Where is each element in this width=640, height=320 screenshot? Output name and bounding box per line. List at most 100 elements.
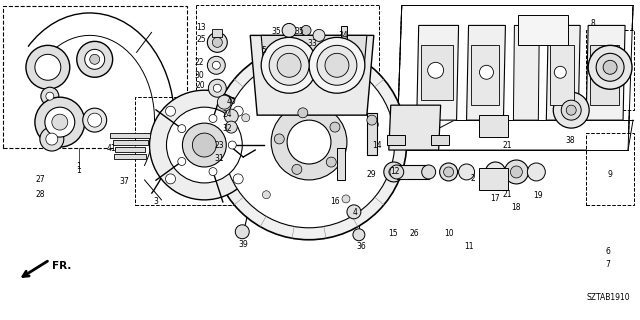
Circle shape bbox=[309, 37, 365, 93]
Circle shape bbox=[182, 123, 227, 167]
Text: 21: 21 bbox=[502, 190, 512, 199]
Circle shape bbox=[301, 25, 311, 36]
Text: SZTAB1910: SZTAB1910 bbox=[586, 293, 630, 302]
Circle shape bbox=[46, 133, 58, 145]
Circle shape bbox=[390, 165, 404, 179]
Polygon shape bbox=[586, 25, 625, 120]
Text: 31: 31 bbox=[214, 154, 224, 163]
Circle shape bbox=[384, 162, 404, 182]
Polygon shape bbox=[479, 115, 508, 137]
Bar bbox=[134, 97, 249, 205]
Bar bbox=[431, 135, 449, 145]
Text: 25: 25 bbox=[196, 35, 206, 44]
Circle shape bbox=[224, 109, 238, 123]
Circle shape bbox=[596, 53, 624, 81]
Bar bbox=[109, 133, 150, 138]
Text: 33: 33 bbox=[307, 39, 317, 48]
Circle shape bbox=[26, 45, 70, 89]
Circle shape bbox=[428, 62, 444, 78]
Circle shape bbox=[269, 45, 309, 85]
Circle shape bbox=[504, 160, 529, 184]
Circle shape bbox=[554, 66, 566, 78]
Circle shape bbox=[275, 134, 284, 144]
Circle shape bbox=[178, 125, 186, 132]
Circle shape bbox=[228, 141, 236, 149]
Circle shape bbox=[597, 62, 613, 78]
Bar bbox=[212, 29, 222, 37]
Text: 22: 22 bbox=[195, 58, 204, 67]
Circle shape bbox=[41, 87, 59, 105]
Circle shape bbox=[261, 37, 317, 93]
Circle shape bbox=[342, 195, 350, 203]
Polygon shape bbox=[513, 25, 540, 120]
Text: 14: 14 bbox=[372, 140, 381, 149]
Circle shape bbox=[353, 229, 365, 241]
Circle shape bbox=[603, 60, 617, 74]
Circle shape bbox=[233, 174, 243, 184]
Bar bbox=[115, 147, 145, 152]
Circle shape bbox=[325, 53, 349, 77]
Circle shape bbox=[330, 122, 340, 132]
Circle shape bbox=[193, 133, 216, 157]
Circle shape bbox=[486, 162, 506, 182]
Circle shape bbox=[459, 164, 474, 180]
Text: 9: 9 bbox=[607, 171, 612, 180]
Circle shape bbox=[347, 205, 361, 219]
Bar bbox=[114, 154, 145, 159]
Text: 13: 13 bbox=[196, 23, 206, 32]
Polygon shape bbox=[397, 5, 633, 150]
Text: 32: 32 bbox=[223, 124, 232, 132]
Text: 16: 16 bbox=[330, 197, 340, 206]
Bar bbox=[367, 113, 377, 155]
Text: 34: 34 bbox=[338, 31, 348, 40]
Text: 41: 41 bbox=[107, 144, 116, 153]
Circle shape bbox=[209, 79, 227, 97]
Circle shape bbox=[77, 41, 113, 77]
Circle shape bbox=[440, 163, 458, 181]
Polygon shape bbox=[388, 105, 440, 150]
Circle shape bbox=[588, 45, 632, 89]
Circle shape bbox=[422, 165, 436, 179]
Bar bbox=[470, 45, 499, 105]
Text: 1: 1 bbox=[76, 163, 81, 172]
Circle shape bbox=[444, 167, 454, 177]
Circle shape bbox=[561, 100, 581, 120]
Circle shape bbox=[166, 107, 243, 183]
Text: 19: 19 bbox=[534, 191, 543, 200]
Polygon shape bbox=[397, 5, 633, 150]
Text: 37: 37 bbox=[120, 177, 129, 187]
Text: 3: 3 bbox=[153, 197, 158, 206]
Text: 35: 35 bbox=[271, 27, 281, 36]
Text: 20: 20 bbox=[196, 81, 205, 90]
Text: 7: 7 bbox=[605, 260, 611, 269]
Bar bbox=[337, 148, 345, 180]
Bar bbox=[590, 45, 619, 105]
Circle shape bbox=[212, 37, 222, 47]
Polygon shape bbox=[479, 168, 508, 190]
Circle shape bbox=[88, 113, 102, 127]
Polygon shape bbox=[417, 25, 459, 120]
Text: 5: 5 bbox=[262, 46, 267, 55]
Circle shape bbox=[213, 84, 221, 92]
Circle shape bbox=[566, 105, 576, 115]
Circle shape bbox=[84, 49, 105, 69]
Circle shape bbox=[262, 191, 270, 199]
Text: 21: 21 bbox=[502, 140, 512, 149]
Circle shape bbox=[233, 106, 243, 116]
Circle shape bbox=[150, 90, 259, 200]
Circle shape bbox=[553, 92, 589, 128]
Circle shape bbox=[271, 104, 347, 180]
Text: 4: 4 bbox=[353, 208, 357, 217]
Bar bbox=[3, 6, 188, 148]
Text: 39: 39 bbox=[238, 240, 248, 249]
Circle shape bbox=[225, 121, 237, 133]
Text: 29: 29 bbox=[366, 171, 376, 180]
Polygon shape bbox=[250, 36, 374, 115]
Text: 18: 18 bbox=[511, 203, 521, 212]
Circle shape bbox=[35, 54, 61, 80]
Bar bbox=[518, 15, 568, 45]
Text: FR.: FR. bbox=[52, 261, 72, 271]
Text: 10: 10 bbox=[444, 229, 453, 238]
Text: 38: 38 bbox=[565, 136, 575, 145]
Circle shape bbox=[388, 167, 399, 177]
